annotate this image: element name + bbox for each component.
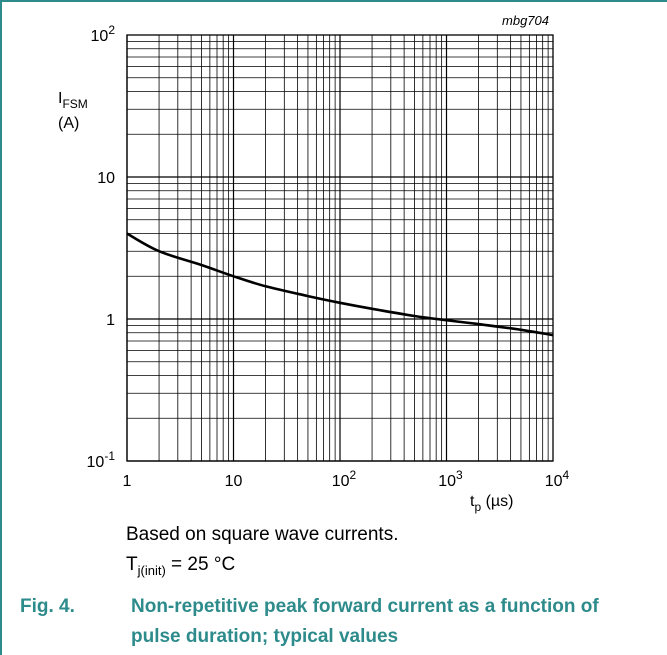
x-tick-label: 103 (438, 468, 463, 490)
y-tick-labels: 102 10 1 10-1 (87, 23, 116, 471)
x-axis-symbol: t (470, 493, 475, 510)
y-tick-label: 10-1 (87, 449, 116, 471)
y-axis-label: IFSM (58, 90, 88, 111)
y-axis-symbol: I (58, 90, 62, 107)
y-axis-unit: (A) (58, 115, 79, 132)
frame-left-border (0, 0, 2, 655)
figure-title: Non-repetitive peak forward current as a… (131, 596, 599, 647)
x-tick-label: 10 (225, 473, 243, 490)
plot-border (126, 34, 554, 462)
x-tick-label: 104 (545, 468, 570, 490)
x-tick-label: 1 (123, 473, 132, 490)
x-tick-label: 102 (332, 468, 357, 490)
figure-code: mbg704 (502, 13, 549, 28)
x-axis-unit: (µs) (481, 493, 513, 510)
x-tick-labels: 1 10 102 103 104 (123, 468, 570, 490)
y-tick-label: 102 (91, 23, 116, 45)
x-axis-subscript: p (474, 500, 481, 514)
note-temp-symbol: T (126, 554, 138, 575)
note-temp-subscript: j(init) (137, 563, 166, 578)
grid (126, 35, 553, 462)
note-junction-temp: Tj(init) = 25 °C (126, 554, 235, 582)
y-axis-subscript: FSM (62, 97, 87, 111)
data-curve (126, 232, 554, 337)
note-square-wave: Based on square wave currents. (126, 524, 399, 545)
note-temp-value: = 25 °C (165, 554, 236, 575)
x-axis-label: tp (µs) (470, 493, 513, 514)
y-tick-label: 10 (97, 170, 115, 187)
frame-top-border (0, 0, 667, 2)
figure-number: Fig. 4. (20, 596, 75, 617)
y-tick-label: 1 (106, 312, 115, 329)
